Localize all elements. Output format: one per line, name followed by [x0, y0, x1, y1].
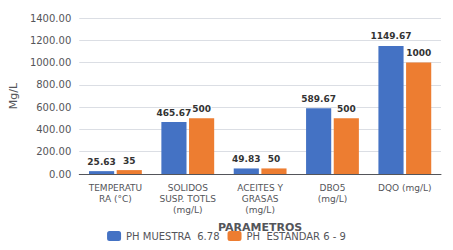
- svg-text:DBO5: DBO5: [320, 183, 346, 193]
- svg-text:1000.00: 1000.00: [30, 57, 71, 68]
- svg-text:PH MUESTRA 6.78: PH MUESTRA 6.78: [126, 231, 219, 242]
- svg-text:0.00: 0.00: [49, 169, 71, 180]
- svg-text:50: 50: [268, 154, 281, 164]
- svg-text:800.00: 800.00: [36, 79, 71, 90]
- svg-text:1400.00: 1400.00: [30, 13, 71, 24]
- svg-text:PH ESTANDAR 6 - 9: PH ESTANDAR 6 - 9: [247, 231, 346, 242]
- svg-text:600.00: 600.00: [36, 102, 71, 113]
- svg-text:PARAMETROS: PARAMETROS: [218, 221, 303, 234]
- svg-text:500: 500: [337, 104, 356, 114]
- svg-text:200.00: 200.00: [36, 146, 71, 157]
- svg-text:Mg/L: Mg/L: [7, 82, 20, 109]
- svg-text:RA (°C): RA (°C): [99, 194, 132, 204]
- svg-text:49.83: 49.83: [232, 154, 260, 164]
- svg-text:1000: 1000: [406, 48, 431, 58]
- svg-text:(mg/L): (mg/L): [245, 205, 275, 215]
- svg-text:(mg/L): (mg/L): [173, 205, 203, 215]
- svg-text:TEMPERATU: TEMPERATU: [88, 183, 143, 193]
- svg-text:500: 500: [192, 104, 211, 114]
- svg-text:GRASAS: GRASAS: [242, 194, 279, 204]
- svg-text:25.63: 25.63: [87, 157, 115, 167]
- svg-text:465.67: 465.67: [157, 108, 192, 118]
- svg-text:(mg/L): (mg/L): [318, 194, 348, 204]
- svg-text:DQO (mg/L): DQO (mg/L): [378, 183, 432, 193]
- svg-text:SOLIDOS: SOLIDOS: [168, 183, 208, 193]
- svg-text:1200.00: 1200.00: [30, 35, 71, 46]
- svg-text:400.00: 400.00: [36, 124, 71, 135]
- svg-text:SUSP. TOTLS: SUSP. TOTLS: [159, 194, 216, 204]
- svg-text:ACEITES Y: ACEITES Y: [237, 183, 283, 193]
- svg-text:35: 35: [123, 156, 136, 166]
- svg-text:1149.67: 1149.67: [370, 31, 411, 41]
- svg-text:589.67: 589.67: [301, 94, 336, 104]
